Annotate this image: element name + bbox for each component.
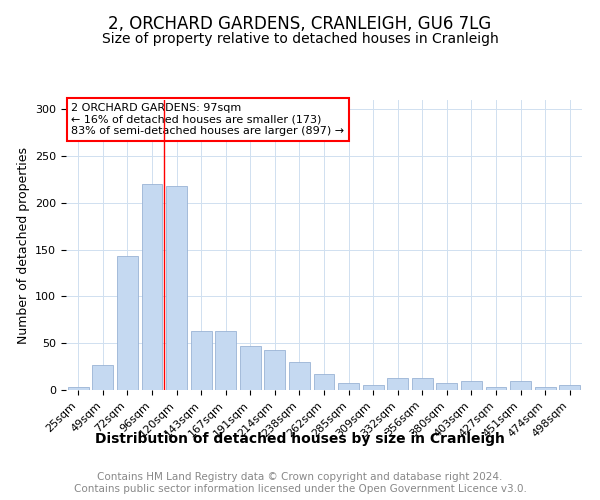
Text: 2, ORCHARD GARDENS, CRANLEIGH, GU6 7LG: 2, ORCHARD GARDENS, CRANLEIGH, GU6 7LG xyxy=(109,15,491,33)
Y-axis label: Number of detached properties: Number of detached properties xyxy=(17,146,29,344)
Bar xyxy=(535,387,556,390)
Bar xyxy=(436,384,457,390)
Bar xyxy=(289,362,310,390)
Bar xyxy=(92,364,113,390)
Bar xyxy=(559,386,580,390)
Bar xyxy=(117,256,138,390)
Bar xyxy=(314,374,334,390)
Bar xyxy=(485,387,506,390)
Text: Contains HM Land Registry data © Crown copyright and database right 2024.
Contai: Contains HM Land Registry data © Crown c… xyxy=(74,472,526,494)
Bar xyxy=(166,186,187,390)
Bar xyxy=(215,331,236,390)
Bar xyxy=(412,378,433,390)
Bar xyxy=(191,331,212,390)
Text: Size of property relative to detached houses in Cranleigh: Size of property relative to detached ho… xyxy=(101,32,499,46)
Bar xyxy=(142,184,163,390)
Bar xyxy=(510,380,531,390)
Bar xyxy=(265,350,286,390)
Bar xyxy=(461,380,482,390)
Bar xyxy=(387,378,408,390)
Text: Distribution of detached houses by size in Cranleigh: Distribution of detached houses by size … xyxy=(95,432,505,446)
Bar xyxy=(240,346,261,390)
Text: 2 ORCHARD GARDENS: 97sqm
← 16% of detached houses are smaller (173)
83% of semi-: 2 ORCHARD GARDENS: 97sqm ← 16% of detach… xyxy=(71,103,344,136)
Bar xyxy=(68,387,89,390)
Bar xyxy=(338,382,359,390)
Bar xyxy=(362,386,383,390)
